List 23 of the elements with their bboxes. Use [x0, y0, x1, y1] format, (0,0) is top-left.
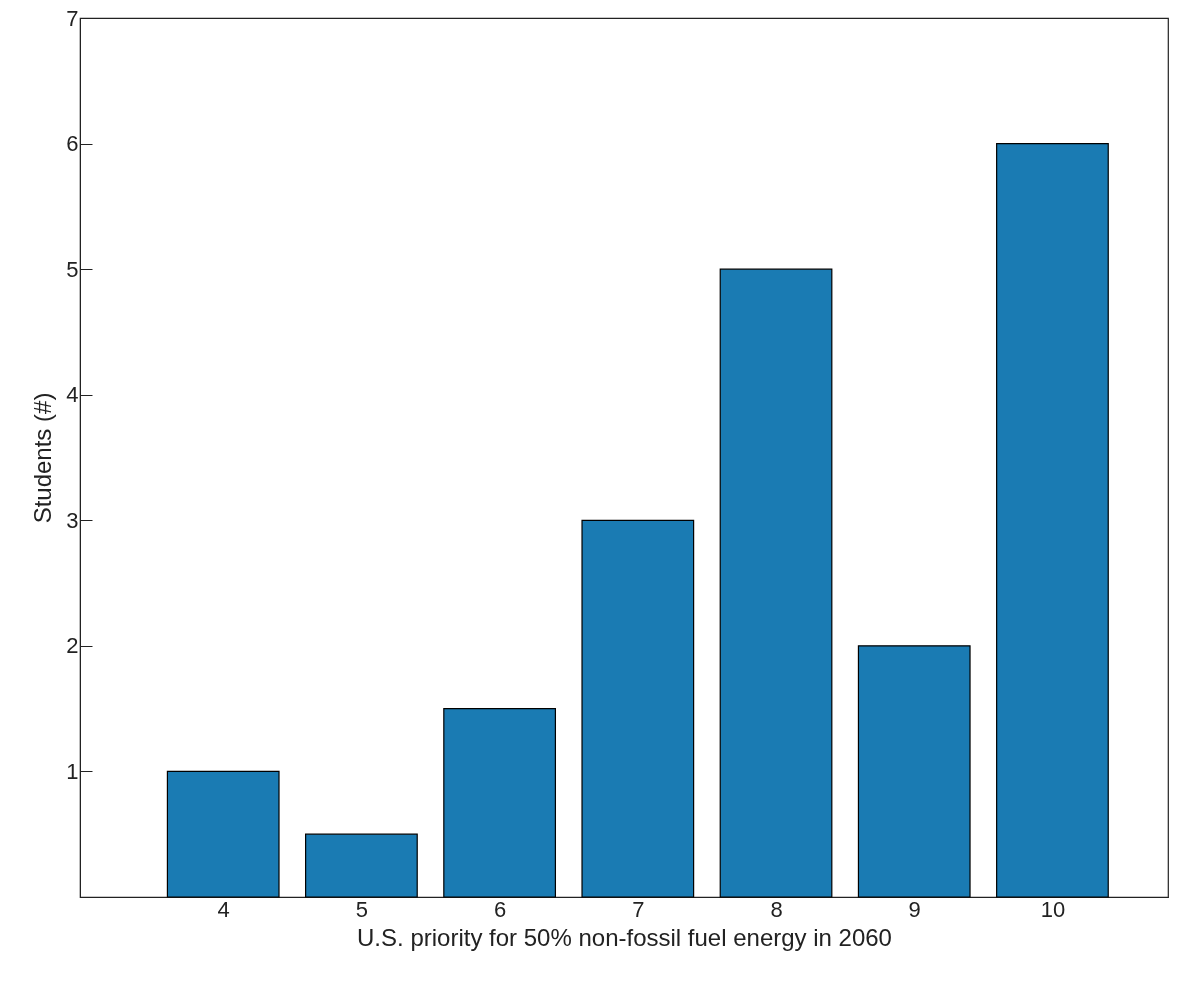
bar: [305, 833, 418, 898]
y-tick-label: 6: [66, 131, 79, 157]
x-tick-label: 5: [355, 896, 369, 922]
bar: [857, 645, 971, 898]
bar: [996, 142, 1109, 898]
y-tick-label: 3: [66, 507, 79, 533]
y-tick-label: 1: [66, 758, 79, 784]
y-tick-label: 5: [66, 256, 79, 282]
y-tick-label: 4: [66, 382, 79, 408]
y-tick-label: 2: [66, 633, 79, 659]
x-axis-title: U.S. priority for 50% non-fossil fuel energy in 2060: [357, 923, 892, 951]
y-axis-title: Students (#): [29, 392, 57, 524]
bar: [719, 268, 833, 898]
bar: [443, 708, 557, 898]
x-tick-label: 10: [1040, 896, 1066, 922]
x-tick-label: 7: [632, 896, 645, 922]
x-tick-label: 8: [770, 896, 783, 922]
x-tick-label: 4: [217, 896, 230, 922]
x-tick-label: 6: [493, 896, 507, 922]
x-tick-label: 9: [908, 896, 921, 922]
bar: [166, 770, 280, 898]
y-tick-label: 7: [66, 5, 79, 31]
bar: [581, 519, 695, 898]
